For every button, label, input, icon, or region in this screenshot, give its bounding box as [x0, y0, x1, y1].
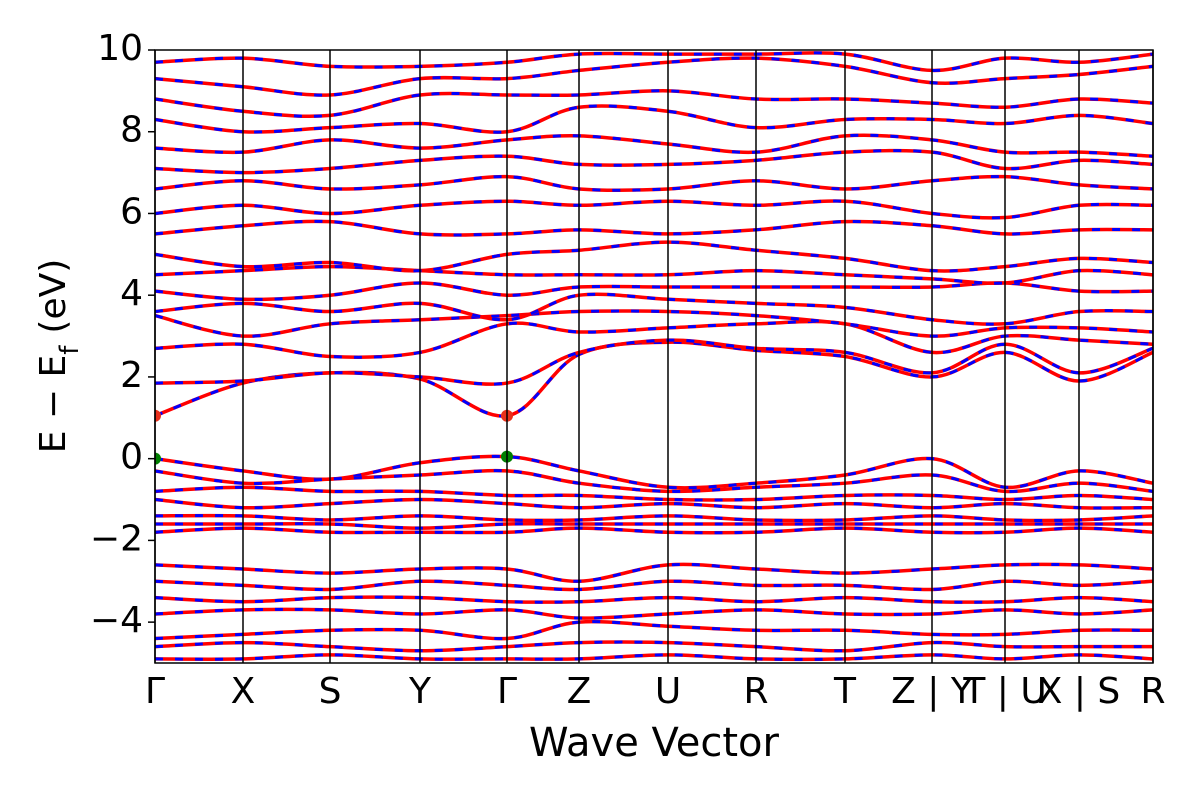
plot-area: [155, 51, 1153, 662]
band-line: [155, 199, 1153, 220]
band-line: [155, 640, 1153, 653]
band-line: [155, 513, 1153, 523]
x-tick-label: T | U: [962, 671, 1046, 712]
y-tick-label: −4: [90, 600, 143, 641]
band-dash: [155, 653, 1153, 661]
band-line: [155, 595, 1153, 604]
x-tick-label: Γ: [497, 671, 517, 712]
band-dash: [155, 320, 1153, 359]
band-dash: [155, 526, 1153, 535]
band-line: [155, 133, 1153, 159]
x-tick-label: X: [231, 671, 256, 712]
band-line: [155, 264, 1153, 285]
x-tick-label: X | S: [1038, 671, 1121, 712]
x-tick-label: R: [743, 671, 768, 712]
y-tick-label: 10: [97, 28, 143, 69]
y-tick-label: 6: [120, 191, 143, 232]
x-tick-label: R: [1140, 671, 1165, 712]
y-tick-label: 4: [120, 273, 143, 314]
y-tick-label: −2: [90, 518, 143, 559]
band-dash: [155, 522, 1153, 530]
band-line: [155, 148, 1153, 175]
band-dash: [155, 338, 1153, 386]
y-label-unit: (eV): [33, 259, 74, 334]
x-tick-label: S: [319, 671, 342, 712]
x-axis-label: Wave Vector: [529, 720, 780, 766]
band-dash: [155, 454, 1153, 490]
x-tick-label: Γ: [145, 671, 165, 712]
y-axis-label: E − Ef (eV): [33, 259, 85, 454]
x-tick-label: T: [833, 671, 857, 712]
band-line: [155, 454, 1153, 490]
band-line: [155, 607, 1153, 620]
y-tick-label: 2: [120, 355, 143, 396]
y-tick-label: 0: [120, 437, 143, 478]
x-tick-label: Y: [408, 671, 432, 712]
y-label-sub: f: [55, 345, 85, 355]
x-tick-label: Z: [567, 671, 592, 712]
band-line: [155, 526, 1153, 535]
band-line: [155, 522, 1153, 530]
x-tick-label: Z | Y: [891, 671, 974, 712]
band-line: [155, 338, 1153, 386]
band-line: [155, 653, 1153, 662]
x-tick-label: U: [655, 671, 681, 712]
y-tick-label: 8: [120, 110, 143, 151]
y-label-main: E − E: [33, 355, 74, 454]
band-edge-marker: [155, 409, 161, 422]
band-dash: [155, 485, 1153, 502]
band-dash: [155, 199, 1153, 220]
band-edge-marker: [155, 452, 161, 465]
